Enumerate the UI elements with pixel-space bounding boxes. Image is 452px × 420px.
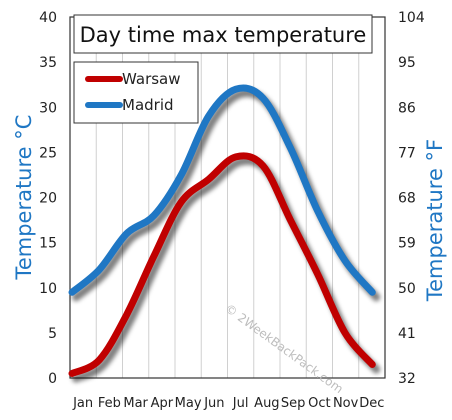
right-axis-ticks: 32 41 50 59 68 77 86 95 104	[398, 10, 425, 387]
x-tick-label: Jun	[203, 396, 224, 411]
legend-box	[73, 61, 199, 124]
chart-title: Day time max temperature	[80, 23, 367, 47]
left-axis-ticks: 0 5 10 15 20 25 30 35 40	[39, 10, 57, 387]
y-tick-label-right: 32	[398, 371, 416, 387]
x-tick-label: Jul	[232, 396, 249, 411]
x-tick-label: Feb	[98, 396, 121, 411]
series-lines	[68, 84, 376, 377]
y-tick-label-left: 40	[39, 10, 57, 26]
y-tick-label-right: 104	[398, 10, 425, 26]
series-shadow-warsaw	[72, 156, 381, 383]
y-tick-label-right: 59	[398, 236, 416, 252]
legend-label-warsaw: Warsaw	[122, 70, 181, 88]
y-tick-label-left: 25	[39, 145, 57, 161]
left-axis-title: Temperature °C	[12, 115, 36, 281]
x-tick-label: Oct	[308, 396, 330, 411]
y-tick-label-left: 35	[39, 55, 57, 71]
y-tick-label-left: 20	[39, 191, 57, 207]
y-tick-label-left: 30	[39, 100, 57, 116]
x-tick-label: Jan	[72, 396, 93, 411]
x-axis-ticks: Jan Feb Mar Apr May Jun Jul Aug Sep Oct Nov Dec	[72, 396, 384, 411]
series-line-madrid	[68, 84, 376, 296]
y-tick-label-left: 15	[39, 236, 57, 252]
title-box	[73, 14, 373, 54]
x-tick-label: Sep	[281, 396, 306, 411]
y-tick-label-left: 10	[39, 281, 57, 297]
y-tick-label-left: 5	[48, 326, 57, 342]
x-tick-label: Apr	[151, 396, 174, 411]
y-tick-label-right: 68	[398, 191, 416, 207]
series-shadow-madrid	[72, 88, 381, 302]
y-tick-label-right: 41	[398, 326, 416, 342]
x-tick-label: Aug	[254, 396, 279, 411]
right-axis-title: Temperature °F	[423, 139, 447, 302]
series-line-warsaw	[68, 152, 376, 377]
y-tick-label-right: 86	[398, 100, 416, 116]
legend-label-madrid: Madrid	[122, 96, 174, 114]
x-tick-label: Dec	[359, 396, 384, 411]
x-tick-label: Mar	[123, 396, 148, 411]
y-tick-label-right: 50	[398, 281, 416, 297]
y-tick-label-left: 0	[48, 371, 57, 387]
x-tick-label: May	[175, 396, 202, 411]
watermark: © 2WeekBackPack.com	[222, 301, 346, 396]
y-tick-label-right: 77	[398, 145, 416, 161]
x-tick-label: Nov	[333, 396, 359, 411]
y-tick-label-right: 95	[398, 55, 416, 71]
